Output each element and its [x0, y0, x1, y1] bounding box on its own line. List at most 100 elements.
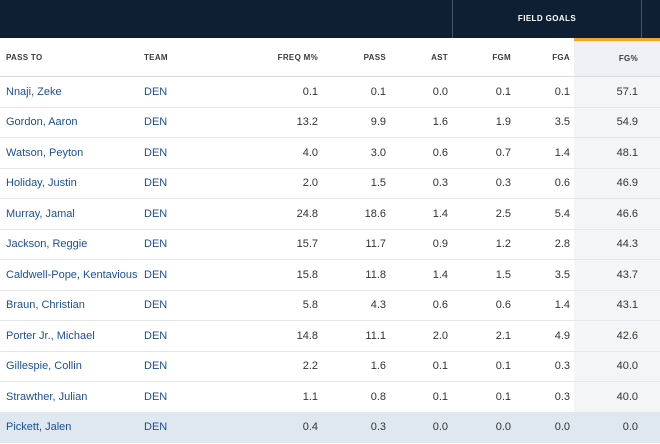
- team-link[interactable]: DEN: [138, 229, 243, 260]
- fga-cell: 0.1: [515, 76, 574, 108]
- column-header-pass-to[interactable]: PASS TO: [0, 39, 138, 77]
- team-link[interactable]: DEN: [138, 351, 243, 382]
- fgm-cell: 2.1: [452, 320, 515, 352]
- table-body: Nnaji, Zeke DEN 0.1 0.1 0.0 0.1 0.1 57.1 Gordon,…: [0, 76, 660, 443]
- pass-cell: 1.6: [322, 351, 390, 382]
- player-name-link[interactable]: Gillespie, Collin: [0, 351, 138, 382]
- fga-cell: 0.3: [515, 381, 574, 413]
- freq-cell: 4.0: [243, 137, 322, 169]
- fga-cell: 3.5: [515, 107, 574, 138]
- table-row: Holiday, Justin DEN 2.0 1.5 0.3 0.3 0.6 46.9: [0, 168, 660, 199]
- fgm-cell: 1.9: [452, 107, 515, 138]
- ast-cell: 0.0: [390, 412, 452, 443]
- player-name-link[interactable]: Jackson, Reggie: [0, 229, 138, 260]
- ast-cell: 1.4: [390, 259, 452, 291]
- fgm-cell: 1.5: [452, 259, 515, 291]
- table-row: Porter Jr., Michael DEN 14.8 11.1 2.0 2.1 4.9 4…: [0, 320, 660, 352]
- ast-cell: 0.9: [390, 229, 452, 260]
- fg-pct-cell: 44.3: [574, 229, 660, 260]
- fgm-cell: 0.1: [452, 381, 515, 413]
- player-name-link[interactable]: Nnaji, Zeke: [0, 76, 138, 108]
- player-name-link[interactable]: Gordon, Aaron: [0, 107, 138, 138]
- ast-cell: 0.0: [390, 76, 452, 108]
- player-name-link[interactable]: Porter Jr., Michael: [0, 320, 138, 352]
- fga-cell: 0.0: [515, 412, 574, 443]
- fgm-cell: 0.7: [452, 137, 515, 169]
- column-header-team[interactable]: TEAM: [138, 39, 243, 77]
- table-top-bar: [0, 0, 660, 38]
- player-name-link[interactable]: Holiday, Justin: [0, 168, 138, 199]
- team-link[interactable]: DEN: [138, 259, 243, 291]
- player-name-link[interactable]: Watson, Peyton: [0, 137, 138, 169]
- fgm-cell: 1.2: [452, 229, 515, 260]
- pass-cell: 18.6: [322, 198, 390, 230]
- table-row: Braun, Christian DEN 5.8 4.3 0.6 0.6 1.4 43.1: [0, 290, 660, 321]
- freq-cell: 1.1: [243, 381, 322, 413]
- column-header-fg-pct[interactable]: FG%: [574, 38, 660, 77]
- ast-cell: 0.6: [390, 137, 452, 169]
- pass-cell: 1.5: [322, 168, 390, 199]
- ast-cell: 2.0: [390, 320, 452, 352]
- fg-pct-cell: 46.9: [574, 168, 660, 199]
- table-header-row: PASS TO TEAM FREQ M% PASS AST FGM FGA FG…: [0, 38, 660, 77]
- freq-cell: 0.1: [243, 76, 322, 108]
- ast-cell: 1.6: [390, 107, 452, 138]
- team-link[interactable]: DEN: [138, 381, 243, 413]
- column-header-fgm[interactable]: FGM: [452, 39, 515, 77]
- fga-cell: 4.9: [515, 320, 574, 352]
- fga-cell: 3.5: [515, 259, 574, 291]
- fgm-cell: 2.5: [452, 198, 515, 230]
- pass-cell: 3.0: [322, 137, 390, 169]
- table-row: Gillespie, Collin DEN 2.2 1.6 0.1 0.1 0.3 40.0: [0, 351, 660, 382]
- player-name-link[interactable]: Pickett, Jalen: [0, 412, 138, 443]
- player-name-link[interactable]: Caldwell-Pope, Kentavious: [0, 259, 138, 291]
- fg-pct-cell: 54.9: [574, 107, 660, 138]
- pass-cell: 0.3: [322, 412, 390, 443]
- ast-cell: 0.1: [390, 351, 452, 382]
- team-link[interactable]: DEN: [138, 107, 243, 138]
- fga-cell: 1.4: [515, 290, 574, 321]
- fgm-cell: 0.3: [452, 168, 515, 199]
- fg-pct-cell: 42.6: [574, 320, 660, 352]
- column-header-fga[interactable]: FGA: [515, 39, 574, 77]
- player-name-link[interactable]: Murray, Jamal: [0, 198, 138, 230]
- team-link[interactable]: DEN: [138, 412, 243, 443]
- fg-pct-cell: 43.7: [574, 259, 660, 291]
- team-link[interactable]: DEN: [138, 198, 243, 230]
- freq-cell: 15.8: [243, 259, 322, 291]
- column-header-ast[interactable]: AST: [390, 39, 452, 77]
- table-row: Caldwell-Pope, Kentavious DEN 15.8 11.8 1.4 1…: [0, 259, 660, 291]
- fga-cell: 0.6: [515, 168, 574, 199]
- field-goals-group-header: FIELD GOALS: [452, 0, 642, 38]
- fgm-cell: 0.0: [452, 412, 515, 443]
- team-link[interactable]: DEN: [138, 320, 243, 352]
- freq-cell: 24.8: [243, 198, 322, 230]
- pass-cell: 11.7: [322, 229, 390, 260]
- table-row: Watson, Peyton DEN 4.0 3.0 0.6 0.7 1.4 48.1: [0, 137, 660, 169]
- team-link[interactable]: DEN: [138, 168, 243, 199]
- column-header-freq[interactable]: FREQ M%: [243, 39, 322, 77]
- fgm-cell: 0.1: [452, 76, 515, 108]
- team-link[interactable]: DEN: [138, 290, 243, 321]
- table-row: Jackson, Reggie DEN 15.7 11.7 0.9 1.2 2.8 44.3: [0, 229, 660, 260]
- passing-stats-table: PASS TO TEAM FREQ M% PASS AST FGM FGA FG…: [0, 38, 660, 443]
- freq-cell: 2.2: [243, 351, 322, 382]
- team-link[interactable]: DEN: [138, 137, 243, 169]
- table-row: Murray, Jamal DEN 24.8 18.6 1.4 2.5 5.4 46.6: [0, 198, 660, 230]
- pass-cell: 0.1: [322, 76, 390, 108]
- team-link[interactable]: DEN: [138, 76, 243, 108]
- fgm-cell: 0.6: [452, 290, 515, 321]
- fga-cell: 0.3: [515, 351, 574, 382]
- fg-pct-cell: 0.0: [574, 412, 660, 443]
- player-name-link[interactable]: Strawther, Julian: [0, 381, 138, 413]
- column-header-pass[interactable]: PASS: [322, 39, 390, 77]
- freq-cell: 0.4: [243, 412, 322, 443]
- ast-cell: 1.4: [390, 198, 452, 230]
- fg-pct-cell: 40.0: [574, 381, 660, 413]
- fga-cell: 2.8: [515, 229, 574, 260]
- fg-pct-cell: 46.6: [574, 198, 660, 230]
- fgm-cell: 0.1: [452, 351, 515, 382]
- player-name-link[interactable]: Braun, Christian: [0, 290, 138, 321]
- freq-cell: 14.8: [243, 320, 322, 352]
- freq-cell: 2.0: [243, 168, 322, 199]
